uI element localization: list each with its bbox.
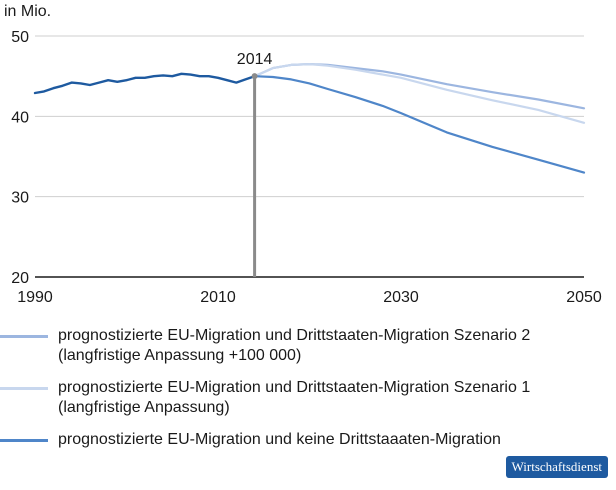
legend-label-scenario-1: prognostizierte EU-Migration und Drittst… (58, 379, 531, 396)
year-marker: 2014 (237, 51, 273, 277)
legend-swatch-scenario-1 (0, 387, 48, 390)
series-line-scenario-1 (253, 62, 586, 124)
y-tick-label-40: 40 (11, 109, 29, 126)
y-axis-unit-label: in Mio. (4, 3, 51, 20)
legend-sublabel-scenario-1: (langfristige Anpassung) (58, 399, 230, 416)
history-line (33, 72, 256, 95)
marker-label: 2014 (237, 51, 273, 68)
y-tick-label-30: 30 (11, 190, 29, 207)
x-tick-label-2010: 2010 (200, 289, 236, 306)
legend-item-scenario-1: prognostizierte EU-Migration und Drittst… (0, 378, 530, 418)
x-tick-label-2030: 2030 (383, 289, 419, 306)
legend-label-no-third-country: prognostizierte EU-Migration und keine D… (58, 431, 501, 448)
x-tick-labels: 1990 2010 2030 2050 (17, 289, 602, 306)
legend-item-no-third-country: prognostizierte EU-Migration und keine D… (0, 430, 501, 450)
series-line-no-third-country (253, 75, 586, 174)
y-tick-labels: 20 30 40 50 (11, 29, 29, 287)
x-tick-label-1990: 1990 (17, 289, 53, 306)
legend-sublabel-scenario-2: (langfristige Anpassung +100 000) (58, 347, 302, 364)
legend-swatch-no-third-country (0, 439, 48, 442)
publisher-badge: Wirtschaftsdienst (505, 456, 608, 478)
marker-point (251, 73, 258, 80)
series-lines (33, 62, 586, 174)
legend-item-scenario-2: prognostizierte EU-Migration und Drittst… (0, 326, 530, 366)
y-tick-label-50: 50 (11, 29, 29, 46)
legend-swatch-scenario-2 (0, 335, 48, 338)
series-line-scenario-2 (253, 62, 586, 110)
y-tick-label-20: 20 (11, 270, 29, 287)
x-tick-label-2050: 2050 (566, 289, 602, 306)
legend-label-scenario-2: prognostizierte EU-Migration und Drittst… (58, 327, 531, 344)
grid (35, 35, 584, 278)
